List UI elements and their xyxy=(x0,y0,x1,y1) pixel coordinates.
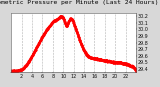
Text: Barometric Pressure per Minute (Last 24 Hours): Barometric Pressure per Minute (Last 24 … xyxy=(0,0,158,5)
